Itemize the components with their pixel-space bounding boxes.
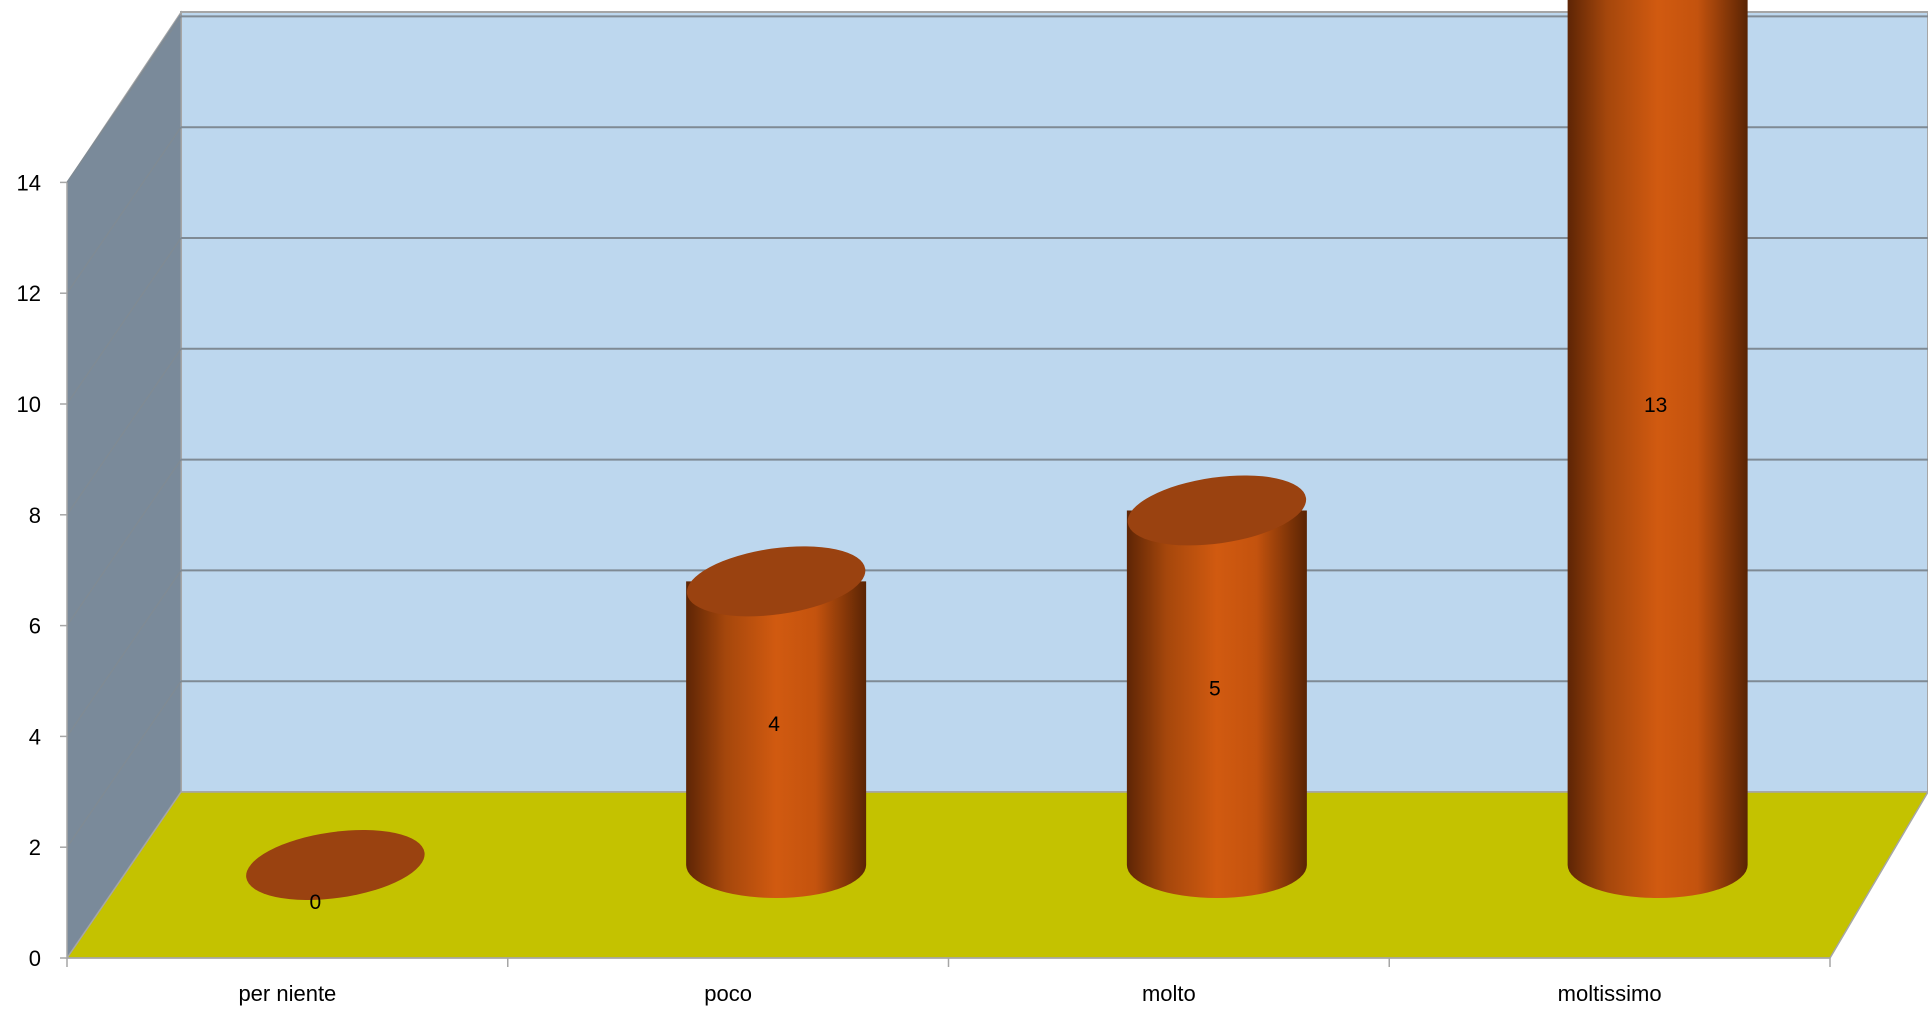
y-tick-label: 0 (29, 946, 41, 971)
data-label: 0 (310, 891, 322, 914)
data-label: 5 (1209, 678, 1221, 701)
y-tick-label: 8 (29, 503, 41, 528)
bar-top (686, 546, 866, 617)
y-tick-label: 2 (29, 835, 41, 860)
x-tick-label: per niente (238, 981, 336, 1006)
y-tick-label: 10 (17, 392, 41, 417)
bar-cylinder (1126, 475, 1307, 898)
y-tick-label: 4 (29, 724, 41, 749)
bar-cylinder (686, 546, 867, 898)
bar-cylinder (246, 830, 425, 900)
side-gridline (66, 569, 182, 737)
y-tick-label: 6 (29, 614, 41, 639)
bar-body (686, 581, 867, 898)
data-label: 4 (768, 713, 780, 736)
data-label: 13 (1644, 394, 1667, 417)
side-gridline (66, 126, 182, 294)
side-gridline (66, 348, 182, 516)
bar-body (1126, 510, 1307, 898)
bar-cylinder (1567, 0, 1748, 898)
y-tick-label: 14 (17, 170, 41, 195)
x-tick-label: molto (1142, 981, 1196, 1006)
x-tick-label: moltissimo (1558, 981, 1662, 1006)
side-gridline (66, 680, 182, 848)
bar-top (1127, 475, 1307, 546)
x-tick-label: poco (704, 981, 752, 1006)
y-tick-label: 12 (17, 281, 41, 306)
side-gridline (66, 15, 182, 183)
side-gridline (66, 459, 182, 627)
bar-top (246, 830, 425, 900)
side-gridline (66, 237, 182, 405)
bar-body (1567, 0, 1748, 898)
